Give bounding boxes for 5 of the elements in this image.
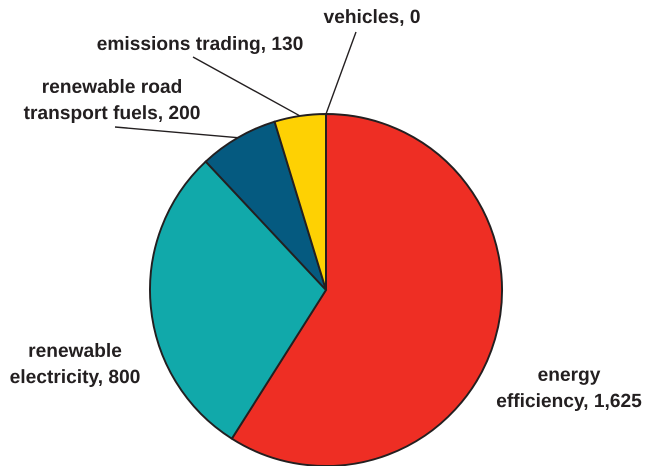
slice-label: renewable road transport fuels, 200 [24, 78, 200, 124]
slice-label: emissions trading, 130 [97, 36, 303, 54]
slice-label: energy efficiency, 1,625 [496, 370, 642, 412]
category-label: vehicles, 0 [324, 9, 420, 26]
slice-label: renewable electricity, 800 [10, 342, 140, 388]
